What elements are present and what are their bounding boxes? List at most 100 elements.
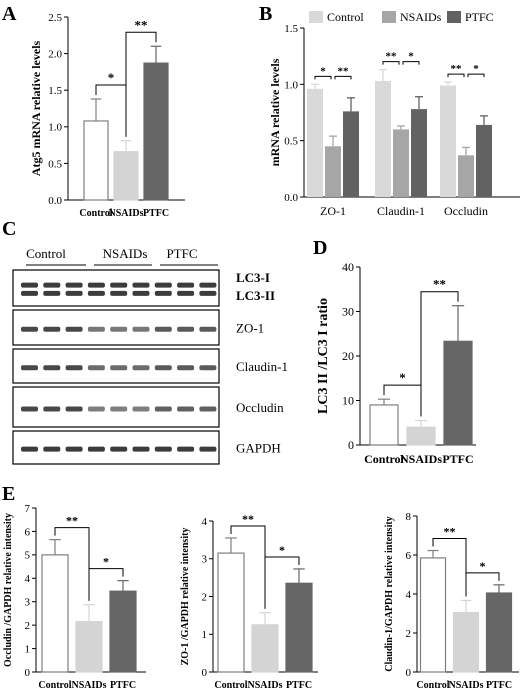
y-tick-label: 6	[406, 550, 412, 562]
blot-band	[110, 290, 128, 296]
bar	[393, 129, 409, 197]
significance-label: *	[408, 51, 414, 63]
bar	[41, 554, 69, 673]
bar	[83, 120, 109, 201]
y-axis-label: Atg5 mRNA relative levels	[29, 40, 43, 176]
blot-band	[43, 326, 61, 332]
blot-band	[177, 282, 195, 288]
significance-label: **	[444, 525, 456, 539]
y-tick-label: 0.0	[284, 192, 298, 204]
panel-letter-c: C	[2, 218, 16, 240]
blot-band	[132, 290, 150, 296]
x-tick-label: PTFC	[442, 452, 473, 466]
chart-b-mrna: 0.0 0.5 1.0 1.5 mRNA relative levels ZO-1 Clau…	[268, 10, 520, 218]
x-tick-label: PTFC	[110, 680, 136, 691]
y-tick-label: 1.5	[48, 85, 62, 97]
blot-row-label: LC3-II	[236, 288, 275, 303]
x-tick-label: Claudin-1	[377, 204, 425, 218]
y-tick-label: 6	[25, 526, 31, 538]
y-axis-label: Claudin-1/GAPDH relative intensity	[384, 516, 395, 671]
blot-band	[132, 282, 150, 288]
bar	[285, 582, 313, 673]
y-tick-label: 0.5	[48, 158, 62, 170]
y-tick-label: 7	[25, 503, 31, 515]
panel-letter-a: A	[2, 3, 17, 25]
blot-band	[154, 282, 172, 288]
significance-label: **	[433, 277, 446, 292]
bar	[251, 624, 279, 673]
significance-bracket	[447, 73, 465, 78]
x-tick-label: NSAIDs	[400, 452, 442, 466]
bar	[75, 621, 103, 673]
blot-band	[110, 365, 128, 371]
y-tick-label: 10	[342, 394, 354, 408]
bar	[452, 611, 480, 673]
blot-band	[154, 326, 172, 332]
y-tick-label: 1.0	[48, 122, 62, 134]
x-tick-label: Control	[364, 452, 404, 466]
significance-label: *	[320, 65, 326, 77]
legend-label: Control	[327, 10, 364, 24]
y-tick-label: 0	[348, 438, 354, 452]
blot-band	[132, 326, 150, 332]
chart-e-claudin1: 0 2 4 6 8 Claudin-1/GAPDH relative intensity C…	[384, 511, 519, 691]
blot-band	[21, 446, 38, 452]
y-tick-label: 40	[342, 260, 354, 274]
significance-label: **	[66, 514, 78, 528]
y-tick-label: 0	[406, 667, 412, 679]
x-tick-label: Control	[214, 680, 247, 691]
blot-band	[87, 446, 105, 452]
blot-row-label: GAPDH	[236, 441, 281, 456]
bar	[411, 109, 427, 197]
bar	[440, 85, 456, 197]
blot-band	[132, 406, 150, 412]
blot-band	[87, 282, 105, 288]
significance-bracket	[382, 61, 400, 65]
panel-letter-e: E	[2, 483, 15, 505]
blot-group-label: NSAIDs	[103, 246, 148, 261]
y-tick-label: 3	[25, 597, 31, 609]
y-tick-label: 30	[342, 305, 354, 319]
blot-band	[154, 446, 172, 452]
significance-bracket	[467, 73, 485, 78]
significance-label: *	[473, 63, 479, 75]
panel-letter-b: B	[259, 3, 272, 25]
significance-label: *	[399, 370, 406, 385]
y-tick-label: 0	[25, 667, 31, 679]
significance-label: **	[338, 65, 350, 77]
y-tick-label: 8	[406, 511, 412, 523]
blot-band	[65, 406, 83, 412]
bar	[476, 124, 492, 197]
bar	[109, 590, 137, 673]
y-tick-label: 2	[406, 628, 412, 640]
blot-band	[110, 282, 128, 288]
y-tick-label: 2	[202, 591, 208, 603]
y-tick-label: 4	[25, 573, 31, 585]
significance-bracket	[54, 527, 90, 601]
y-tick-label: 5	[25, 550, 31, 562]
significance-label: **	[135, 17, 148, 32]
blot-band	[199, 326, 217, 332]
y-tick-label: 2.0	[48, 48, 62, 60]
blot-band	[21, 290, 38, 296]
blot-band	[21, 282, 38, 288]
blot-band	[65, 326, 83, 332]
bar	[406, 426, 436, 446]
y-axis-label: Occludin /GAPDH relative intensity	[3, 513, 14, 667]
y-tick-label: 1	[25, 643, 31, 655]
blot-band	[132, 365, 150, 371]
significance-bracket	[432, 538, 467, 597]
significance-label: *	[480, 559, 486, 573]
legend-label: NSAIDs	[400, 10, 442, 24]
blot-row-label: Occludin	[236, 400, 284, 415]
blot-band	[21, 406, 38, 412]
blot-band	[43, 406, 61, 412]
blot-band	[65, 365, 83, 371]
blot-band	[65, 282, 83, 288]
blot-band	[177, 326, 195, 332]
bar	[419, 557, 447, 673]
blot-band	[132, 446, 150, 452]
y-tick-label: 0	[202, 667, 208, 679]
significance-label: *	[108, 70, 115, 85]
significance-label: **	[242, 512, 254, 526]
